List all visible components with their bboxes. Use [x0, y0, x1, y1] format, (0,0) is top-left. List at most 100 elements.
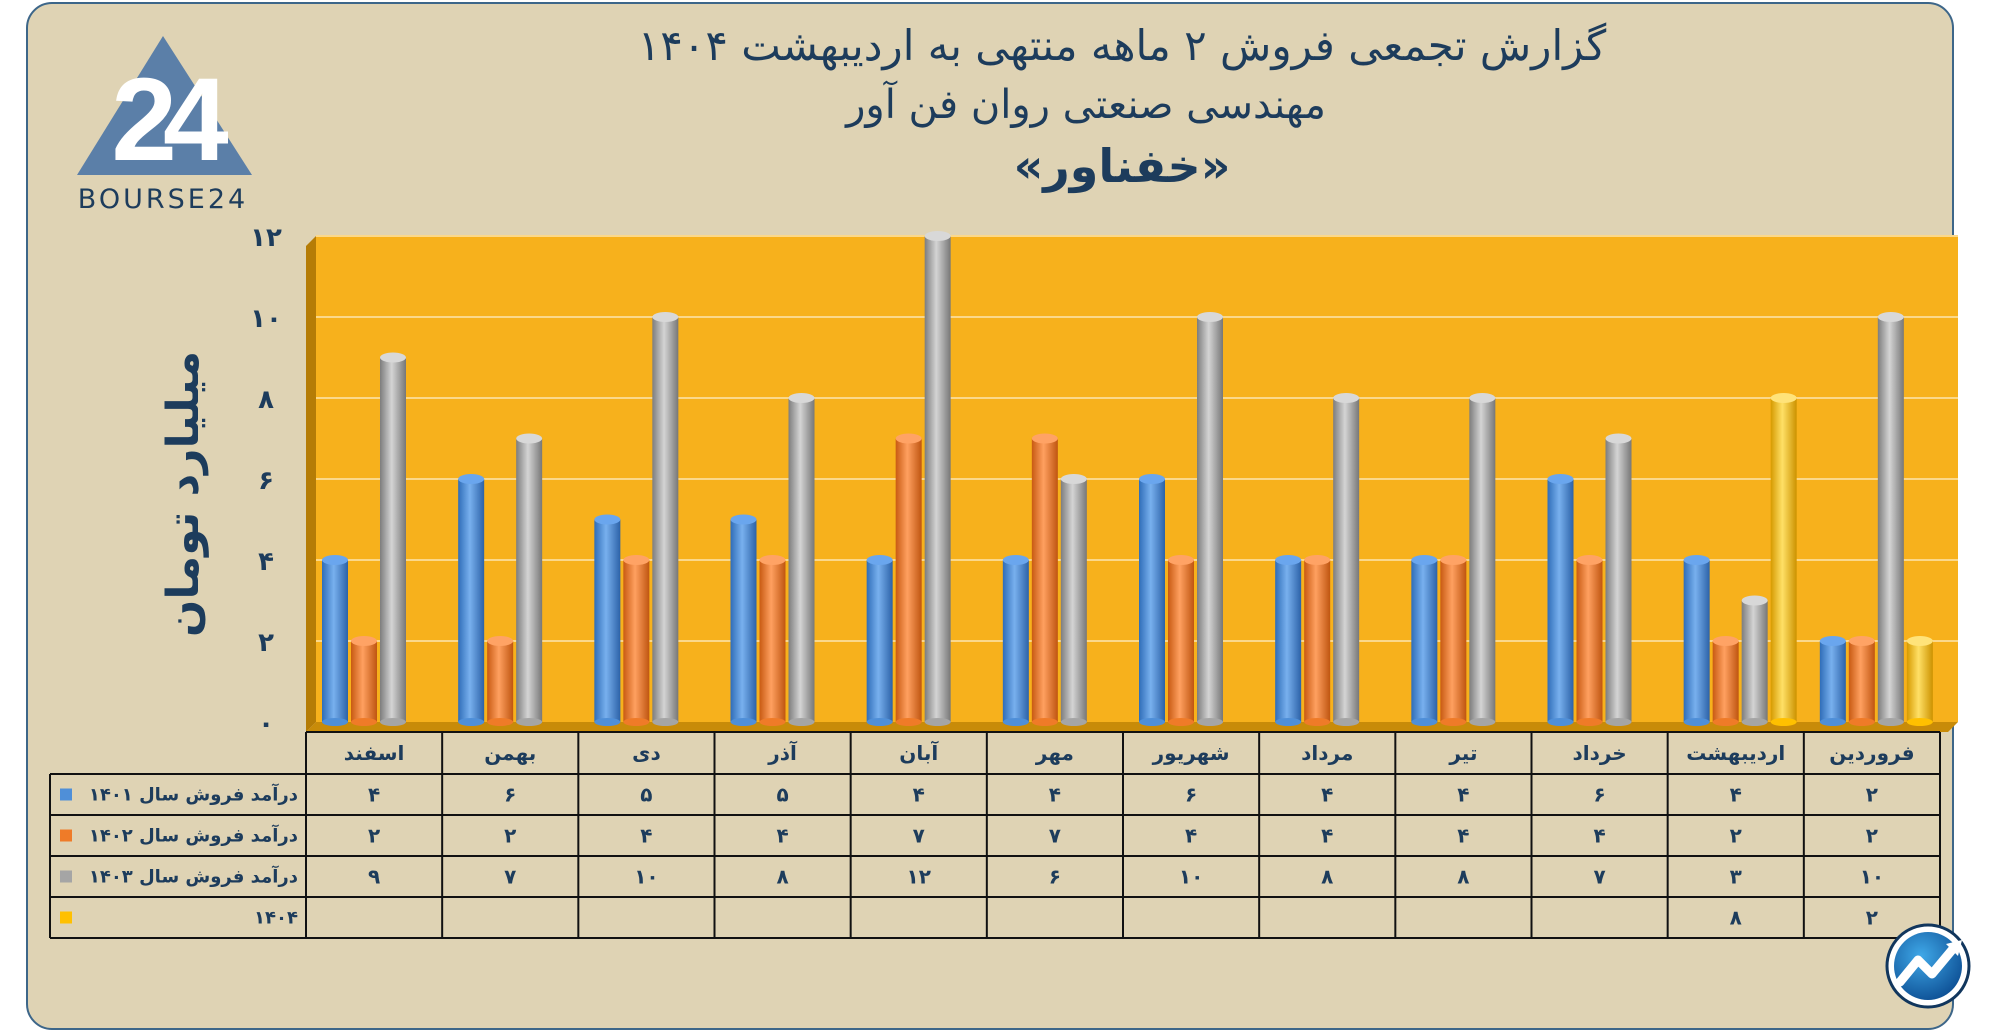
- data-label: ۱۰: [1179, 865, 1203, 889]
- bar-base: [1002, 718, 1029, 726]
- bar-group: [1060, 474, 1087, 726]
- bar: [351, 641, 377, 722]
- data-label: ۴: [1321, 783, 1333, 807]
- bar-top: [1440, 555, 1467, 565]
- bar-top: [1683, 555, 1710, 565]
- category-label: دی: [632, 741, 661, 765]
- bar: [1060, 479, 1087, 722]
- bar-base: [1333, 718, 1360, 726]
- bar-base: [895, 718, 922, 726]
- bar-top: [1848, 636, 1875, 646]
- bar-base: [1605, 718, 1632, 726]
- bar-base: [1741, 718, 1768, 726]
- bar-base: [1304, 718, 1331, 726]
- bar: [322, 560, 348, 722]
- bar-group: [1605, 433, 1632, 726]
- bar-group: [1304, 555, 1331, 726]
- bourse24-logo: 24 BOURSE24: [77, 36, 252, 215]
- category-label: اردیبهشت: [1686, 741, 1785, 765]
- bar-base: [924, 718, 951, 726]
- trend-up-arrow-icon: [1895, 945, 1957, 987]
- y-tick-label: ۱۰: [250, 304, 282, 334]
- plot-side-wall: [306, 236, 316, 732]
- bar-top: [1002, 555, 1029, 565]
- category-label: بهمن: [484, 741, 536, 765]
- bar-base: [516, 718, 543, 726]
- bar-group: [1819, 636, 1846, 726]
- data-label: ۶: [504, 783, 516, 807]
- bar: [458, 479, 485, 722]
- bar: [1712, 641, 1739, 722]
- bar-base: [1168, 718, 1194, 726]
- bar: [516, 438, 543, 722]
- legend-swatch: [60, 870, 72, 883]
- bar-group: [1469, 393, 1496, 726]
- legend-swatch: [60, 829, 72, 842]
- data-label: ۷: [504, 865, 516, 889]
- bar-group: [1770, 393, 1797, 726]
- trend-badge: [1885, 923, 1971, 1009]
- data-label: ۷: [1049, 824, 1061, 848]
- data-label: ۱۲: [907, 865, 931, 889]
- bar-group: [351, 636, 377, 726]
- bar-top: [380, 352, 406, 363]
- bar-group: [516, 433, 543, 726]
- bar: [924, 236, 951, 722]
- bar-top: [1304, 555, 1331, 565]
- bar-base: [866, 718, 893, 726]
- legend-swatch: [60, 911, 72, 924]
- category-label: فروردین: [1829, 741, 1914, 765]
- title-line-2: مهندسی صنعتی روان فن آور: [844, 80, 1326, 128]
- title-line-1: گزارش تجمعی فروش ۲ ماهه منتهی به اردیبهش…: [638, 21, 1607, 71]
- bar-base: [1411, 718, 1438, 726]
- bar-top: [1770, 393, 1797, 403]
- bar: [1547, 479, 1574, 722]
- bar: [1819, 641, 1846, 722]
- bar-group: [322, 555, 348, 726]
- bar-base: [1275, 718, 1302, 726]
- bar: [1683, 560, 1710, 722]
- bar-base: [458, 718, 485, 726]
- category-label: مهر: [1035, 741, 1074, 765]
- bar-top: [594, 514, 621, 525]
- bar-group: [730, 514, 757, 726]
- bar: [1770, 398, 1797, 722]
- bar-base: [623, 718, 650, 726]
- bar: [866, 560, 893, 722]
- plot-floor: [306, 722, 1958, 732]
- bar-top: [458, 474, 485, 484]
- bar-top: [1712, 636, 1739, 646]
- bar-group: [788, 393, 815, 726]
- data-label: ۴: [1730, 783, 1742, 807]
- data-label: ۸: [1457, 865, 1469, 889]
- bar-base: [1060, 718, 1087, 726]
- category-label: مرداد: [1301, 741, 1353, 765]
- bar-top: [1411, 555, 1438, 565]
- series-name: درآمد فروش سال ۱۴۰۱: [89, 783, 298, 806]
- data-label: ۸: [1321, 865, 1333, 889]
- bar: [1197, 317, 1223, 722]
- bar-top: [516, 433, 543, 444]
- data-label: ۲: [1730, 824, 1742, 848]
- bar-group: [1275, 555, 1302, 726]
- bar-base: [788, 718, 815, 726]
- data-label: ۲: [368, 824, 380, 848]
- bar-top: [1168, 555, 1194, 565]
- category-label: آبان: [899, 740, 939, 765]
- data-label: ۴: [1457, 824, 1469, 848]
- bar-group: [924, 231, 951, 726]
- bar-group: [866, 555, 893, 726]
- bar: [1906, 641, 1933, 722]
- bar-group: [1139, 474, 1165, 726]
- bar-top: [1819, 636, 1846, 646]
- bar-group: [759, 555, 786, 726]
- bar-base: [1031, 718, 1058, 726]
- bar-top: [1275, 555, 1302, 565]
- bar-group: [458, 474, 485, 726]
- bar-top: [351, 636, 377, 646]
- bar-top: [788, 393, 815, 403]
- data-label: ۴: [368, 783, 380, 807]
- bar-top: [652, 312, 679, 322]
- bar-top: [1197, 312, 1223, 322]
- y-tick-label: ۶: [258, 466, 274, 496]
